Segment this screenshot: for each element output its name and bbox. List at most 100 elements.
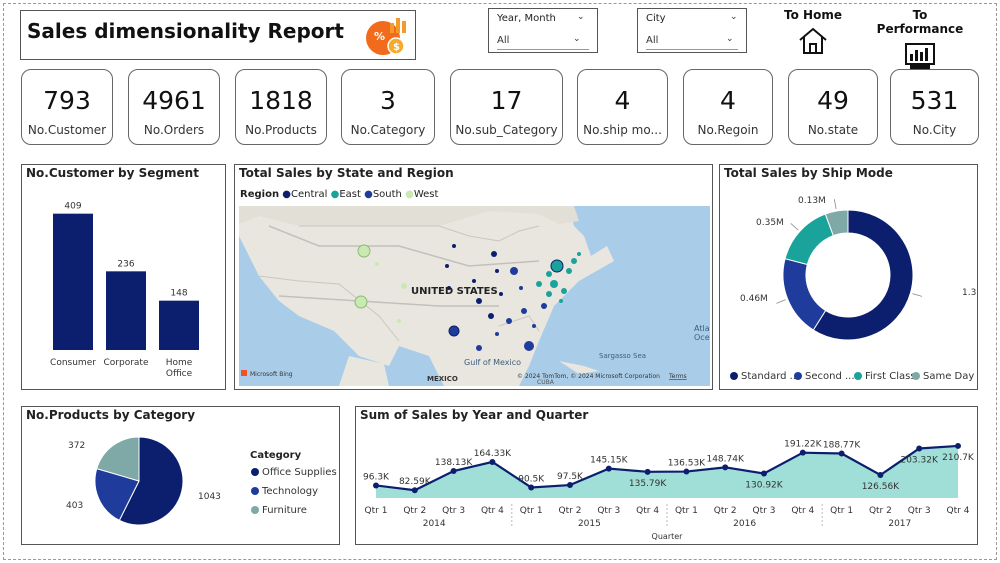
slice-data-label: 0.13M: [798, 196, 826, 206]
point-data-label: 210.7K: [942, 453, 975, 463]
legend-item: South: [372, 189, 402, 200]
slice-data-label: 1043: [198, 492, 221, 502]
sales-analytics-icon: % $: [366, 18, 406, 55]
panel-title: Total Sales by State and Region: [239, 166, 454, 180]
point-data-label: 138.13K: [435, 458, 473, 468]
bar-category-label: Office: [166, 369, 193, 379]
quarter-tick-label: Qtr 2: [403, 506, 426, 516]
segment-bar: [53, 213, 93, 350]
year-tick-label: 2017: [888, 519, 911, 529]
ship-mode-donut-chart: 1.35M 0.46M 0.35M 0.13M Standard ... Second .…: [730, 196, 977, 382]
slice-leader-line: [833, 199, 837, 210]
kpi-card-customers: 793 No.Customer: [21, 69, 113, 145]
chevron-down-icon[interactable]: ⌄: [726, 34, 734, 44]
kpi-value: 49: [817, 86, 849, 115]
donut-slice: [824, 209, 849, 237]
data-point: [528, 484, 535, 491]
quarter-tick-label: Qtr 1: [675, 506, 698, 516]
slicer-label: Year, Month: [497, 13, 556, 24]
sales-by-ship-mode-panel: Total Sales by Ship Mode 1.35M 0.46M 0.35M…: [719, 164, 978, 390]
kpi-label: No.ship mo...: [583, 123, 662, 137]
map-label-mexico: MEXICO: [427, 375, 458, 383]
products-category-pie-chart: 1043 403 372 Category Office Supplies Technol…: [66, 436, 337, 526]
dashboard-icon: [905, 43, 935, 69]
quarter-tick-label: Qtr 3: [908, 506, 931, 516]
map-label-cuba: CUBA: [537, 379, 555, 386]
report-title-panel: Sales dimensionality Report % $: [20, 10, 416, 60]
pie-slice: [118, 436, 184, 526]
map-copyright: © 2024 TomTom, © 2024 Microsoft Corporat…: [517, 373, 660, 380]
report-title: Sales dimensionality Report: [27, 19, 344, 43]
slicer-value[interactable]: All: [497, 35, 589, 50]
data-point: [799, 449, 806, 456]
year-tick-label: 2016: [733, 519, 756, 529]
point-data-label: 148.74K: [706, 454, 744, 464]
legend-marker-icon: ●: [282, 189, 291, 200]
map-label-sargasso: Sargasso Sea: [599, 352, 646, 360]
segment-bar: [159, 300, 199, 350]
legend-item: Office Supplies: [262, 467, 337, 478]
point-data-label: 145.15K: [590, 456, 628, 466]
quarter-tick-label: Qtr 4: [481, 506, 504, 516]
quarter-tick-label: Qtr 4: [947, 506, 970, 516]
panel-title: No.Customer by Segment: [26, 166, 199, 180]
bar-category-label: Corporate: [104, 358, 149, 368]
kpi-label: No.Products: [245, 123, 317, 137]
point-data-label: 82.59K: [399, 477, 432, 487]
chevron-down-icon[interactable]: ⌄: [730, 12, 738, 22]
year-tick-label: 2015: [578, 519, 601, 529]
data-point: [489, 458, 496, 465]
quarter-tick-label: Qtr 2: [714, 506, 737, 516]
year-month-slicer[interactable]: Year, Month ⌄ All ⌄: [488, 8, 598, 53]
map-label-atlantic-2: Oce: [694, 333, 710, 342]
city-slicer[interactable]: City ⌄ All ⌄: [637, 8, 747, 53]
us-sales-map[interactable]: UNITED STATES Gulf of Mexico MEXICO Sarg…: [239, 206, 710, 386]
nav-label: To Performance: [876, 8, 964, 36]
page-border: [3, 3, 997, 560]
quarter-tick-label: Qtr 1: [830, 506, 853, 516]
point-data-label: 136.53K: [668, 459, 706, 469]
legend-marker-icon: [730, 372, 738, 380]
kpi-value: 4961: [142, 86, 206, 115]
year-tick-label: 2014: [423, 519, 446, 529]
data-point: [411, 487, 418, 494]
kpi-value: 4: [720, 86, 736, 115]
to-home-button[interactable]: To Home: [778, 8, 848, 59]
bar-category-label: Consumer: [50, 358, 96, 368]
slice-data-label: 403: [66, 501, 83, 511]
chevron-down-icon[interactable]: ⌄: [573, 34, 581, 44]
map-label-atlantic: Atla: [694, 324, 710, 333]
kpi-value: 3: [380, 86, 396, 115]
x-axis-title: Quarter: [652, 532, 684, 541]
map-terms-link[interactable]: Terms: [668, 373, 687, 380]
bing-logo-icon: [241, 370, 247, 376]
legend-marker-icon: [251, 487, 259, 495]
legend-item: West: [413, 189, 439, 200]
legend-item: East: [339, 189, 361, 200]
point-data-label: 96.3K: [363, 472, 390, 482]
slice-leader-line: [776, 299, 786, 304]
kpi-label: No.Customer: [27, 123, 107, 137]
bar-data-label: 409: [64, 202, 81, 212]
slice-leader-line: [912, 293, 923, 297]
data-point: [683, 468, 690, 475]
sales-by-state-map-panel: Total Sales by State and Region Region ●…: [234, 164, 713, 390]
sales-by-quarter-panel: Sum of Sales by Year and Quarter 96.3K Qt…: [355, 406, 978, 545]
kpi-label: No.sub_Category: [455, 123, 558, 137]
data-point: [955, 442, 961, 449]
panel-title: Sum of Sales by Year and Quarter: [360, 408, 589, 422]
nav-label: To Home: [784, 8, 842, 22]
legend-title: Category: [250, 450, 302, 461]
slicer-value[interactable]: All: [646, 35, 738, 50]
kpi-value: 17: [490, 86, 523, 115]
point-data-label: 90.5K: [518, 474, 545, 484]
chevron-down-icon[interactable]: ⌄: [577, 12, 585, 22]
data-point: [373, 482, 379, 489]
bar-category-label: Home: [166, 358, 193, 368]
to-performance-button[interactable]: To Performance: [868, 8, 972, 73]
kpi-card-orders: 4961 No.Orders: [128, 69, 220, 145]
point-data-label: 164.33K: [474, 449, 512, 459]
map-label-gulf: Gulf of Mexico: [464, 358, 521, 367]
home-icon: [799, 27, 827, 54]
point-data-label: 126.56K: [862, 482, 900, 492]
